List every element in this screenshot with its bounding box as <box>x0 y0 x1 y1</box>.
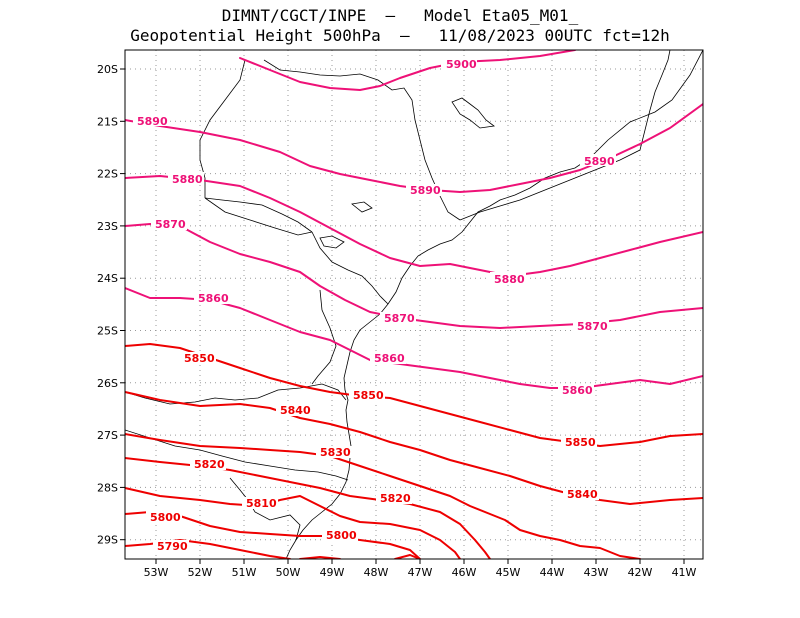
contour-label-5800-west: 5800 <box>150 511 181 524</box>
lon-label-44W: 44W <box>540 566 565 579</box>
border-pr-west <box>311 289 337 385</box>
contour-label-5850-west: 5850 <box>184 352 215 365</box>
contour-label-5800-east: 5800 <box>326 529 357 542</box>
coastline-and-borders <box>125 50 703 559</box>
lake-features <box>319 97 496 249</box>
lon-label-52W: 52W <box>188 566 213 579</box>
contour-5880 <box>125 175 703 277</box>
lon-label-51W: 51W <box>232 566 257 579</box>
lat-label-25S: 25S <box>97 325 118 338</box>
contour-label-5820-west: 5820 <box>194 458 225 471</box>
border-sp-ms <box>204 197 313 233</box>
lon-label-45W: 45W <box>496 566 521 579</box>
border-sc-interior <box>229 477 301 541</box>
lon-label-47W: 47W <box>408 566 433 579</box>
contour-label-5840-east: 5840 <box>567 488 598 501</box>
contour-label-5810: 5810 <box>246 497 277 510</box>
border-ms-pr <box>204 197 313 236</box>
lat-label-21S: 21S <box>97 115 118 128</box>
contour-label-5890-east: 5890 <box>584 155 615 168</box>
contour-label-5880-east: 5880 <box>494 273 525 286</box>
map-frame <box>124 49 704 560</box>
lon-label-43W: 43W <box>584 566 609 579</box>
latitude-axis: 20S 21S 22S 23S 24S 25S 26S 27S 28S 29S <box>97 63 125 547</box>
contour-label-5830: 5830 <box>320 446 351 459</box>
lat-label-23S: 23S <box>97 220 118 233</box>
border-mg-es <box>639 50 671 151</box>
contour-label-5890-center: 5890 <box>410 184 441 197</box>
contour-label-5860-center: 5860 <box>374 352 405 365</box>
contour-label-5860-west: 5860 <box>198 292 229 305</box>
lat-label-27S: 27S <box>97 429 118 442</box>
longitude-axis: 53W 52W 51W 50W 49W 48W 47W 46W 45W 44W 43W 42W 41W <box>144 559 697 579</box>
contour-label-5870-west: 5870 <box>155 218 186 231</box>
contour-label-5840-west: 5840 <box>280 404 311 417</box>
contour-5900 <box>239 50 576 91</box>
contour-label-5850-center: 5850 <box>353 389 384 402</box>
lat-label-20S: 20S <box>97 63 118 76</box>
contour-5790 <box>125 539 291 559</box>
lon-label-41W: 41W <box>672 566 697 579</box>
lat-label-24S: 24S <box>97 272 118 285</box>
border-sp-west <box>199 59 246 198</box>
lon-label-53W: 53W <box>144 566 169 579</box>
contour-label-5870-center: 5870 <box>384 312 415 325</box>
contour-5780 <box>299 554 421 559</box>
contour-label-5870-east: 5870 <box>577 320 608 333</box>
lon-label-48W: 48W <box>364 566 389 579</box>
border-sp-pr <box>311 231 389 305</box>
contour-5810 <box>125 487 461 559</box>
lon-label-49W: 49W <box>320 566 345 579</box>
lon-label-42W: 42W <box>628 566 653 579</box>
contour-label-5860-east: 5860 <box>562 384 593 397</box>
lat-label-29S: 29S <box>97 534 118 547</box>
title-line-2: Geopotential Height 500hPa – 11/08/2023 … <box>130 26 670 45</box>
lat-label-28S: 28S <box>97 481 118 494</box>
contour-5840 <box>125 391 703 505</box>
lon-label-50W: 50W <box>276 566 301 579</box>
lon-label-46W: 46W <box>452 566 477 579</box>
contour-label-5790: 5790 <box>157 540 188 553</box>
border-sc-rs <box>125 429 349 481</box>
contour-label-5900: 5900 <box>446 58 477 71</box>
lat-label-26S: 26S <box>97 377 118 390</box>
lat-label-22S: 22S <box>97 168 118 181</box>
title-line-1: DIMNT/CGCT/INPE – Model Eta05_M01_ <box>221 6 579 25</box>
contour-label-5880-west: 5880 <box>172 173 203 186</box>
coastline <box>285 50 703 559</box>
contour-label-5820-east: 5820 <box>380 492 411 505</box>
contour-label-5890-west: 5890 <box>137 115 168 128</box>
border-pr-sc <box>125 383 347 405</box>
contour-label-5850-east: 5850 <box>565 436 596 449</box>
contour-5830 <box>125 433 641 559</box>
